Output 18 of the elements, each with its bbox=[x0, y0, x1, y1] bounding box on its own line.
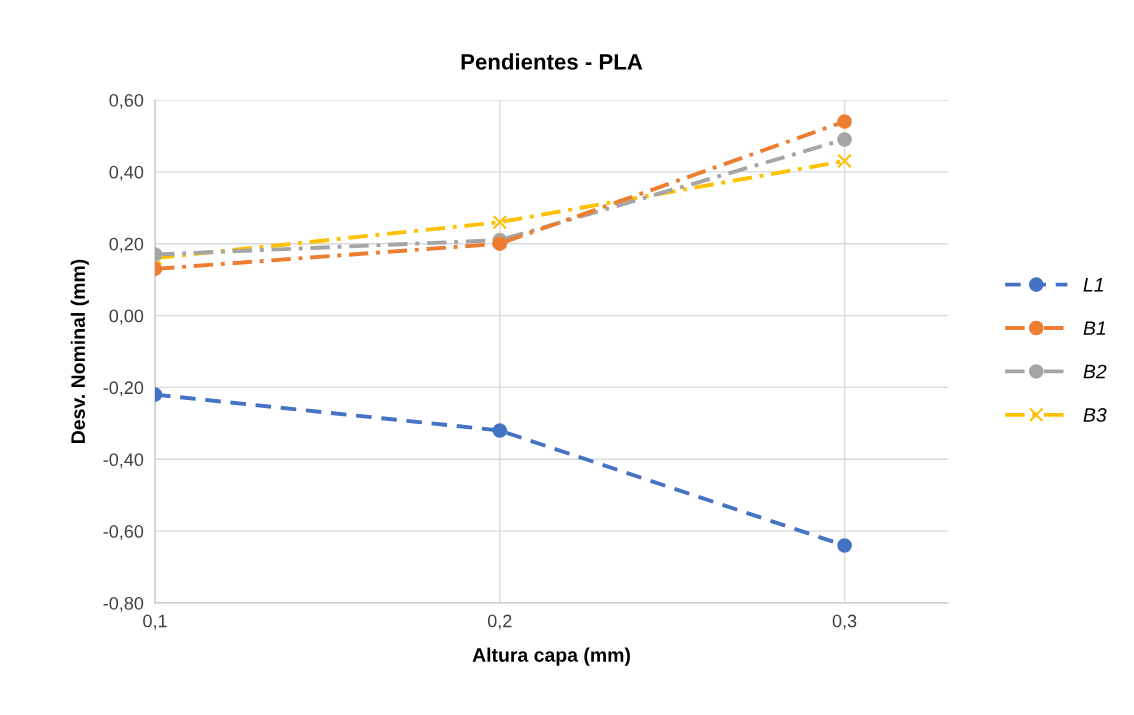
legend-label: L1 bbox=[1083, 278, 1103, 292]
y-tick-label: 0,20 bbox=[109, 237, 144, 253]
x-tick-label: 0,2 bbox=[487, 614, 512, 630]
legend-label: B3 bbox=[1083, 408, 1107, 422]
x-tick-label: 0,3 bbox=[832, 614, 857, 630]
legend-label: B1 bbox=[1083, 321, 1106, 335]
y-tick-label: -0,40 bbox=[103, 453, 144, 469]
x-axis-title: Altura capa (mm) bbox=[472, 647, 630, 666]
legend-label: B2 bbox=[1083, 364, 1107, 379]
chart-title: Pendientes - PLA bbox=[461, 53, 643, 70]
y-tick-label: -0,80 bbox=[103, 596, 144, 612]
y-tick-label: 0,60 bbox=[109, 93, 144, 109]
y-axis-title: Desv. Nominal (mm) bbox=[70, 259, 89, 443]
y-tick-label: -0,60 bbox=[103, 525, 144, 540]
x-tick-label: 0,1 bbox=[143, 614, 167, 630]
y-tick-label: 0,40 bbox=[109, 165, 144, 181]
y-tick-label: -0,20 bbox=[103, 381, 144, 397]
y-tick-label: 0,00 bbox=[109, 309, 144, 325]
